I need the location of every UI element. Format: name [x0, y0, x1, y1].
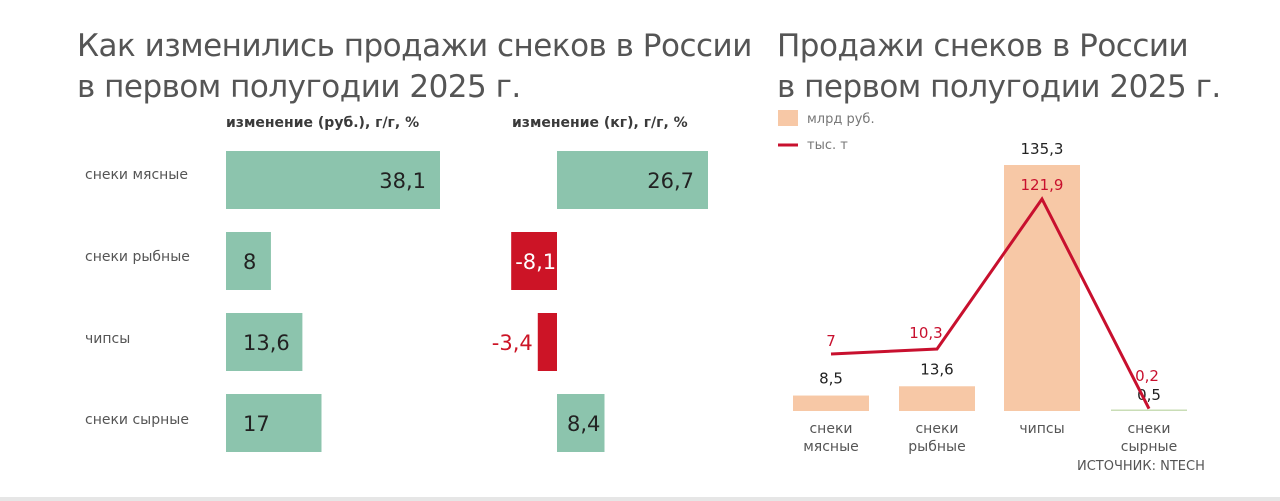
left-bar-chart: 38,1 8 13,6 17 26,7 -8,1 -3,4 8,4	[226, 151, 708, 452]
category-label: чипсы	[1019, 421, 1064, 437]
value-label-rub: 38,1	[379, 169, 426, 193]
line-sales-volume	[830, 196, 1151, 410]
source-note: ИСТОЧНИК: NTECH	[1077, 459, 1205, 474]
value-label-volume: 121,9	[1021, 176, 1064, 194]
value-label-volume: 0,2	[1135, 367, 1159, 385]
bar-rub-change	[226, 151, 440, 209]
right-title-line-2: в первом полугодии 2025 г.	[777, 69, 1221, 105]
value-label-kg: -8,1	[515, 250, 556, 274]
bar-rub-change	[226, 232, 271, 290]
legend-line-label: тыс. т	[807, 138, 848, 153]
right-chart-title: Продажи снеков в России в первом полугод…	[777, 26, 1221, 108]
value-label-kg: 8,4	[567, 412, 600, 436]
legend-bar-label: млрд руб.	[807, 112, 875, 127]
row-label-cheese-snacks: снеки сырные	[85, 412, 189, 428]
right-title-line-1: Продажи снеков в России	[777, 28, 1189, 64]
bar-kg-change	[557, 394, 605, 452]
bar-sales-rub	[899, 386, 975, 411]
value-label-volume: 10,3	[909, 324, 942, 342]
bar-kg-change	[557, 151, 708, 209]
bottom-divider	[0, 497, 1280, 501]
row-label-meat-snacks: снеки мясные	[85, 167, 188, 183]
left-title-line-1: Как изменились продажи снеков в России	[77, 28, 752, 64]
value-label-rub: 13,6	[243, 331, 290, 355]
header-kg-change: изменение (кг), г/г, %	[512, 115, 688, 131]
category-label: снеки	[1127, 421, 1170, 437]
value-label-kg: -3,4	[492, 331, 533, 355]
legend-bar-swatch	[778, 110, 798, 126]
bar-rub-change	[226, 394, 322, 452]
row-label-chips: чипсы	[85, 331, 131, 347]
category-label: мясные	[803, 439, 859, 455]
bar-kg-change	[511, 232, 557, 290]
value-label-volume: 7	[826, 332, 836, 350]
bar-sales-rub	[1111, 409, 1187, 411]
header-rub-change: изменение (руб.), г/г, %	[226, 115, 420, 131]
value-label-kg: 26,7	[647, 169, 694, 193]
value-label-rub: 17	[243, 412, 270, 436]
category-label: снеки	[915, 421, 958, 437]
value-label-rub: 8,5	[819, 370, 843, 388]
category-label: рыбные	[908, 439, 965, 455]
bar-rub-change	[226, 313, 303, 371]
row-label-fish-snacks: снеки рыбные	[85, 249, 190, 265]
value-label-rub: 8	[243, 250, 256, 274]
left-chart-title: Как изменились продажи снеков в России в…	[77, 26, 752, 108]
bar-kg-change	[537, 313, 557, 371]
bar-sales-rub	[793, 395, 869, 411]
category-label: снеки	[809, 421, 852, 437]
category-label: сырные	[1121, 439, 1177, 455]
value-label-rub: 13,6	[920, 360, 953, 378]
left-title-line-2: в первом полугодии 2025 г.	[77, 69, 521, 105]
value-label-rub: 135,3	[1021, 140, 1064, 158]
bar-sales-rub	[1004, 165, 1080, 411]
